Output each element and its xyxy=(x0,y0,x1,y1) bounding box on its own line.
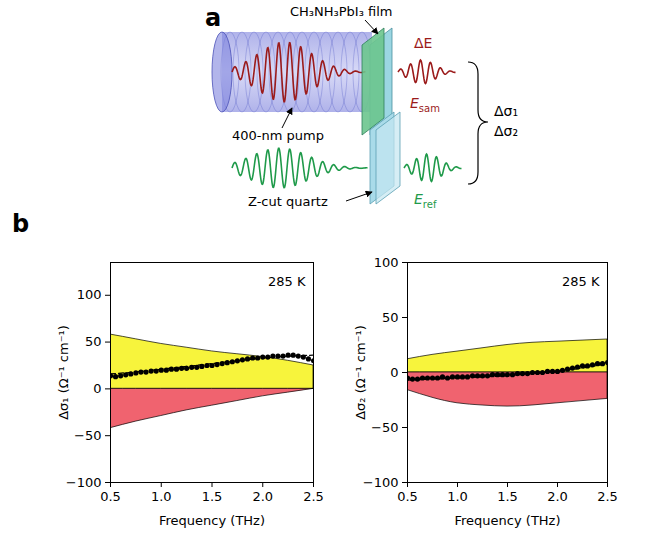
svg-text:400-nm pump: 400-nm pump xyxy=(232,128,324,143)
svg-text:Eref: Eref xyxy=(414,191,437,210)
svg-text:2.5: 2.5 xyxy=(303,489,324,504)
svg-text:1.5: 1.5 xyxy=(202,489,223,504)
svg-text:0: 0 xyxy=(93,381,101,396)
svg-text:−100: −100 xyxy=(66,475,102,490)
svg-text:Δσ₁ (Ω⁻¹ cm⁻¹): Δσ₁ (Ω⁻¹ cm⁻¹) xyxy=(56,325,71,420)
svg-text:Frequency (THz): Frequency (THz) xyxy=(159,513,265,528)
svg-text:1.0: 1.0 xyxy=(447,489,468,504)
svg-text:Z-cut quartz: Z-cut quartz xyxy=(248,194,328,209)
svg-text:Δσ₁: Δσ₁ xyxy=(494,103,518,119)
svg-text:1.0: 1.0 xyxy=(151,489,172,504)
svg-text:100: 100 xyxy=(374,255,399,270)
svg-text:50: 50 xyxy=(85,334,102,349)
svg-text:Δσ₂: Δσ₂ xyxy=(494,123,518,139)
svg-text:Esam: Esam xyxy=(410,95,440,114)
svg-text:285 K: 285 K xyxy=(268,274,306,289)
svg-text:−50: −50 xyxy=(74,428,101,443)
svg-text:−50: −50 xyxy=(371,420,398,435)
html-text:b: b xyxy=(12,210,30,238)
svg-text:285 K: 285 K xyxy=(562,274,600,289)
svg-text:a: a xyxy=(205,4,221,32)
svg-text:2.5: 2.5 xyxy=(597,489,618,504)
svg-text:Δσ₂ (Ω⁻¹ cm⁻¹): Δσ₂ (Ω⁻¹ cm⁻¹) xyxy=(353,325,368,420)
svg-text:0: 0 xyxy=(390,365,398,380)
svg-text:2.0: 2.0 xyxy=(252,489,273,504)
svg-text:100: 100 xyxy=(77,287,102,302)
svg-text:1.5: 1.5 xyxy=(497,489,518,504)
svg-text:0.5: 0.5 xyxy=(100,489,121,504)
svg-text:−100: −100 xyxy=(363,475,399,490)
svg-text:CH₃NH₃PbI₃ film: CH₃NH₃PbI₃ film xyxy=(290,4,393,19)
svg-text:ΔE: ΔE xyxy=(414,35,432,51)
svg-text:50: 50 xyxy=(382,310,399,325)
svg-text:2.0: 2.0 xyxy=(547,489,568,504)
svg-text:Frequency (THz): Frequency (THz) xyxy=(455,513,561,528)
svg-text:0.5: 0.5 xyxy=(397,489,418,504)
